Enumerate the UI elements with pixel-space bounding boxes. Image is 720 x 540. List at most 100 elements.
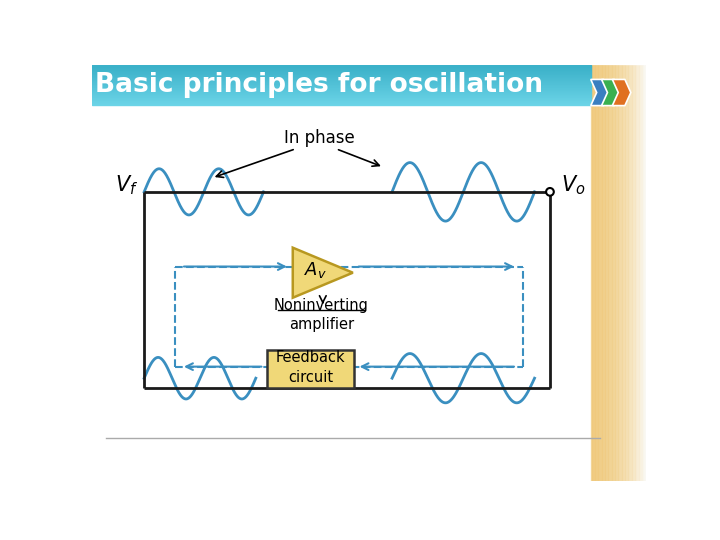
Bar [608, 65, 609, 481]
Bar [92, 84, 590, 85]
Bar [92, 103, 590, 104]
Bar [600, 65, 601, 481]
Polygon shape [612, 79, 631, 106]
Bar [92, 96, 590, 97]
Bar [92, 85, 590, 86]
Bar [611, 65, 612, 481]
Bar [593, 65, 594, 481]
Circle shape [546, 188, 554, 195]
Bar [630, 65, 631, 481]
Bar [609, 65, 610, 481]
Bar [92, 69, 590, 70]
Bar [92, 77, 590, 78]
Bar [603, 65, 604, 481]
Bar [92, 104, 590, 105]
Text: $A_v$: $A_v$ [304, 260, 327, 280]
Bar [92, 89, 590, 90]
Text: $V_o$: $V_o$ [561, 174, 585, 198]
Bar [595, 65, 596, 481]
Bar [601, 65, 603, 481]
Bar [92, 97, 590, 98]
Bar [92, 86, 590, 87]
Bar [640, 65, 641, 481]
Bar [92, 78, 590, 79]
Bar [641, 65, 642, 481]
Text: In phase: In phase [284, 129, 354, 147]
Bar [605, 65, 606, 481]
Text: $V_f$: $V_f$ [114, 174, 138, 198]
Polygon shape [293, 248, 353, 298]
Polygon shape [601, 79, 620, 106]
Bar [92, 65, 590, 66]
Bar [616, 65, 617, 481]
Bar [92, 76, 590, 77]
Bar [92, 81, 590, 82]
Bar [92, 90, 590, 91]
Bar [92, 93, 590, 94]
Bar [629, 65, 630, 481]
Bar [634, 65, 636, 481]
Bar [92, 88, 590, 89]
Bar [92, 94, 590, 95]
Bar [92, 67, 590, 68]
Bar [610, 65, 611, 481]
Bar [633, 65, 634, 481]
Bar [644, 65, 645, 481]
Bar [92, 98, 590, 99]
Bar [614, 65, 615, 481]
Text: Basic principles for oscillation: Basic principles for oscillation [95, 72, 543, 98]
Bar [92, 99, 590, 100]
Bar [92, 70, 590, 71]
Bar [626, 65, 627, 481]
Bar [623, 65, 624, 481]
Bar [619, 65, 620, 481]
Bar [637, 65, 638, 481]
Bar [92, 80, 590, 81]
Bar [639, 65, 640, 481]
Bar [92, 87, 590, 88]
Bar [628, 65, 629, 481]
Bar [599, 65, 600, 481]
Polygon shape [590, 79, 609, 106]
Bar [625, 65, 626, 481]
Bar [620, 65, 621, 481]
Bar [606, 65, 607, 481]
Bar [636, 65, 637, 481]
Bar [92, 71, 590, 72]
Bar [92, 91, 590, 92]
Bar [631, 65, 632, 481]
Bar [267, 350, 354, 388]
Bar [92, 66, 590, 67]
Bar [92, 102, 590, 103]
Text: Noninverting
amplifier: Noninverting amplifier [274, 298, 369, 333]
Bar [624, 65, 625, 481]
Bar [645, 65, 647, 481]
Bar [92, 68, 590, 69]
Bar [92, 82, 590, 83]
Bar [596, 65, 597, 481]
Bar [642, 65, 643, 481]
Bar [632, 65, 633, 481]
Bar [618, 65, 619, 481]
Bar [594, 65, 595, 481]
Bar [92, 95, 590, 96]
Bar [92, 79, 590, 80]
Bar [604, 65, 605, 481]
Bar [592, 65, 593, 481]
Bar [92, 92, 590, 93]
Bar [622, 65, 623, 481]
Bar [643, 65, 644, 481]
Bar [92, 83, 590, 84]
Bar [92, 73, 590, 74]
Bar [92, 101, 590, 102]
Bar [615, 65, 616, 481]
Bar [92, 100, 590, 101]
Bar [607, 65, 608, 481]
Bar [627, 65, 628, 481]
Bar [613, 65, 614, 481]
Bar [621, 65, 622, 481]
Text: Feedback
circuit: Feedback circuit [276, 350, 346, 385]
Bar [92, 74, 590, 75]
Bar [597, 65, 598, 481]
Bar [92, 75, 590, 76]
